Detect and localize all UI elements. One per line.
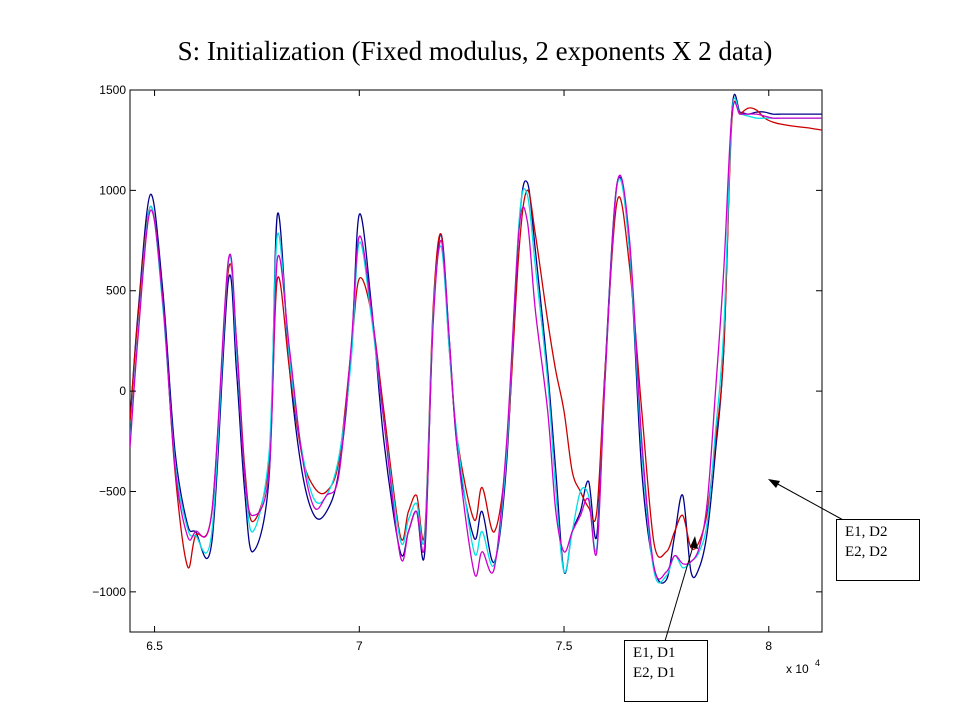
x-tick-label: 8: [765, 639, 772, 653]
annotation-d1-line-1: E1, D1: [633, 645, 676, 661]
y-tick-label: 1000: [99, 183, 126, 197]
y-tick-label: −1000: [92, 585, 126, 599]
annotation-d1-line-2: E2, D1: [633, 665, 676, 681]
y-tick-label: 500: [106, 284, 126, 298]
plot-frame: [129, 89, 823, 633]
x-tick-label: 7.5: [556, 639, 573, 653]
series-layer: [130, 93, 822, 584]
ticks-layer: 6.5 7 7.5 8 −1000 −500 0 500 1000 1500: [92, 83, 822, 653]
annotation-d2-line-1: E1, D2: [845, 524, 888, 540]
arrow-d2-head: [768, 479, 780, 488]
arrow-d2-line: [773, 481, 846, 522]
y-tick-label: −500: [99, 484, 126, 498]
series-line-4: [130, 101, 822, 580]
series-line-3: [130, 97, 822, 584]
x-tick-label: 7: [356, 639, 363, 653]
arrow-d1-head: [690, 536, 698, 549]
arrow-d1-line: [664, 542, 695, 642]
annotation-d2-line-2: E2, D2: [845, 544, 888, 560]
x-tick-label: 6.5: [146, 639, 163, 653]
chart-title: S: Initialization (Fixed modulus, 2 expo…: [178, 36, 773, 66]
series-line-2: [130, 100, 822, 569]
y-tick-label: 0: [119, 384, 126, 398]
x-exponent-label: x 10: [786, 662, 809, 676]
annotation-d2: E1, D2 E2, D2: [836, 519, 920, 581]
x-exponent-power: 4: [815, 658, 820, 668]
annotation-d1: E1, D1 E2, D1: [624, 640, 708, 702]
y-tick-label: 1500: [99, 83, 126, 97]
series-line-1: [130, 93, 822, 584]
